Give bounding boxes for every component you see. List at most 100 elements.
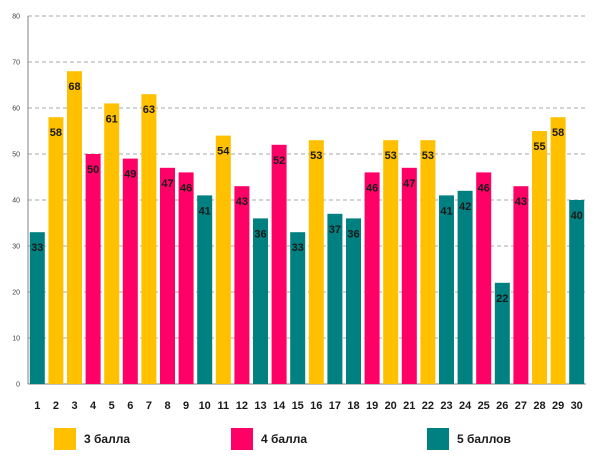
data-label-22: 53 (422, 150, 434, 162)
legend-label-4: 4 балла (261, 432, 308, 446)
data-label-24: 42 (459, 201, 471, 213)
bar-8 (160, 167, 175, 384)
x-tick-label-5: 5 (109, 400, 115, 412)
bar-25 (476, 172, 492, 384)
bar-4 (85, 154, 101, 384)
bar-15 (290, 232, 306, 384)
bar-5 (104, 103, 120, 385)
x-tick-label-20: 20 (385, 400, 397, 412)
x-tick-label-4: 4 (90, 400, 97, 412)
x-tick-label-26: 26 (496, 400, 508, 412)
bar-13 (253, 218, 268, 384)
x-tick-label-11: 11 (217, 400, 229, 412)
x-tick-label-9: 9 (183, 400, 189, 412)
bar-26 (494, 282, 510, 384)
data-label-6: 49 (124, 169, 136, 181)
data-label-25: 46 (478, 182, 490, 194)
data-label-16: 53 (310, 150, 322, 162)
bar-21 (401, 167, 417, 384)
bar-27 (513, 186, 529, 384)
x-tick-label-18: 18 (347, 400, 359, 412)
x-tick-label-28: 28 (533, 400, 545, 412)
x-tick-label-15: 15 (292, 400, 304, 412)
x-tick-label-22: 22 (422, 400, 434, 412)
bar-1 (29, 232, 45, 384)
data-label-5: 61 (106, 113, 118, 125)
bar-28 (532, 131, 547, 384)
data-label-8: 47 (161, 178, 173, 190)
x-tick-label-25: 25 (478, 400, 490, 412)
data-label-1: 33 (31, 242, 43, 254)
legend-item-3: 3 балла (54, 427, 130, 451)
bar-20 (383, 140, 399, 384)
gridlines (28, 15, 586, 339)
data-label-18: 36 (347, 228, 359, 240)
bar-17 (327, 213, 343, 384)
bar-3 (67, 71, 82, 384)
data-label-21: 47 (403, 178, 415, 190)
legend-swatch-4 (231, 428, 253, 450)
legend-item-4: 4 балла (231, 427, 307, 451)
data-label-9: 46 (180, 182, 192, 194)
x-tick-label-29: 29 (552, 400, 564, 412)
bar-12 (234, 186, 250, 384)
bar-14 (271, 144, 287, 384)
x-tick-label-8: 8 (164, 400, 170, 412)
data-label-30: 40 (571, 210, 583, 222)
x-tick-label-17: 17 (329, 400, 341, 412)
data-label-12: 43 (236, 196, 248, 208)
x-tick-label-7: 7 (146, 400, 152, 412)
legend-swatch-3 (54, 428, 76, 450)
y-tick-label-10: 10 (12, 336, 20, 343)
y-tick-label-50: 50 (12, 152, 20, 159)
bar-7 (141, 94, 157, 384)
data-label-28: 55 (533, 141, 545, 153)
x-tick-label-30: 30 (571, 400, 583, 412)
bar-19 (364, 172, 380, 384)
x-tick-label-2: 2 (53, 400, 59, 412)
data-label-11: 54 (217, 146, 230, 158)
bar-11 (215, 135, 231, 384)
y-tick-label-20: 20 (12, 290, 20, 297)
x-tick-label-23: 23 (440, 400, 452, 412)
bar-23 (439, 195, 454, 384)
bars (29, 71, 585, 385)
data-label-29: 58 (552, 127, 564, 139)
x-tick-label-24: 24 (459, 400, 472, 412)
y-tick-label-40: 40 (12, 198, 20, 205)
x-tick-label-1: 1 (34, 400, 40, 412)
x-tick-label-3: 3 (71, 400, 77, 412)
legend-label-3: 3 балла (84, 432, 131, 446)
y-tick-label-30: 30 (12, 244, 20, 251)
data-label-15: 33 (292, 242, 304, 254)
bar-9 (178, 172, 194, 384)
data-label-2: 58 (50, 127, 62, 139)
y-tick-label-60: 60 (12, 106, 20, 113)
x-tick-label-16: 16 (310, 400, 322, 412)
data-label-10: 41 (199, 205, 211, 217)
x-tick-label-19: 19 (366, 400, 378, 412)
x-tick-label-21: 21 (403, 400, 415, 412)
bar-24 (457, 190, 473, 384)
bar-16 (308, 140, 324, 384)
data-label-13: 36 (254, 228, 266, 240)
bar-30 (569, 200, 585, 384)
bar-10 (197, 195, 213, 384)
legend-label-5: 5 баллов (457, 432, 511, 446)
legend-item-5: 5 баллов (427, 427, 511, 451)
y-tick-label-0: 0 (16, 382, 20, 389)
x-tick-label-10: 10 (199, 400, 211, 412)
bar-22 (420, 140, 436, 384)
data-label-27: 43 (515, 196, 527, 208)
bar-29 (550, 117, 566, 384)
data-labels: 33 58 68 50 61 49 63 47 46 41 54 43 36 52 33 53 37 36 46 53… (31, 81, 583, 305)
data-label-7: 63 (143, 104, 155, 116)
data-label-3: 68 (68, 81, 80, 93)
data-label-23: 41 (440, 205, 452, 217)
x-tick-label-14: 14 (273, 400, 286, 412)
bar-6 (122, 158, 138, 384)
legend-swatch-5 (427, 428, 449, 450)
